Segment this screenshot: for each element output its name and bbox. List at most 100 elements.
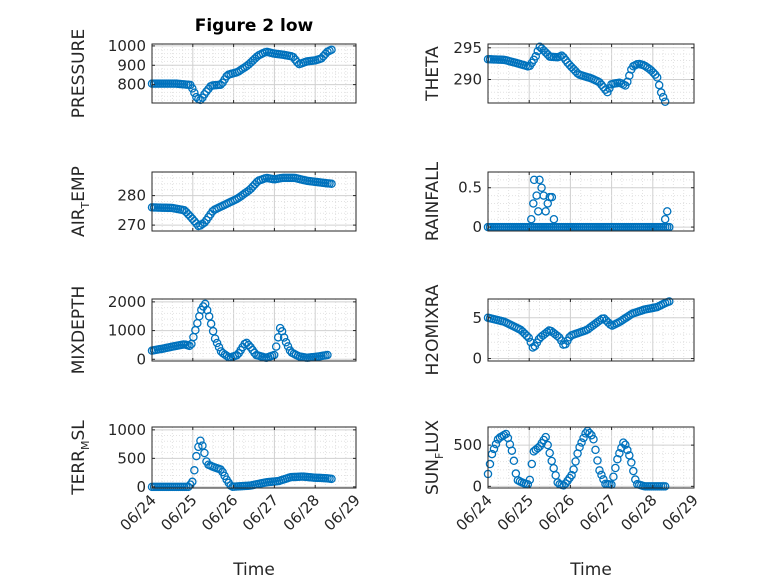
figure-title: Figure 2 low	[195, 16, 314, 36]
data-series	[147, 173, 336, 231]
y-axis-label: AIRTEMP	[69, 166, 92, 237]
y-tick-label: 290	[453, 71, 482, 89]
data-series	[147, 436, 336, 492]
data-point	[595, 466, 604, 475]
data-point	[200, 218, 209, 227]
data-point	[660, 214, 670, 224]
y-tick-label: 5	[472, 309, 482, 327]
axes-box	[487, 171, 695, 232]
data-point	[214, 342, 224, 352]
x-tick-label: 06/25	[494, 491, 537, 534]
y-tick-label: 0	[472, 218, 482, 236]
x-tick-label: 06/28	[617, 491, 660, 534]
x-tick-label: 06/28	[280, 491, 323, 534]
data-point	[489, 444, 499, 454]
axes-box	[151, 171, 357, 232]
y-tick-label: 1000	[108, 421, 146, 439]
data-point	[525, 475, 535, 485]
data-point	[281, 337, 291, 347]
data-point	[541, 432, 550, 442]
data-point	[200, 448, 209, 458]
data-point	[524, 333, 533, 342]
y-tick-label: 800	[117, 76, 146, 94]
data-point	[660, 482, 670, 491]
data-point	[631, 475, 640, 484]
data-point	[327, 474, 336, 484]
data-series	[483, 42, 670, 106]
x-axis-label: Time	[232, 560, 275, 580]
x-tick-label: 06/26	[535, 491, 578, 534]
data-point	[327, 45, 336, 55]
data-point	[545, 448, 554, 458]
data-point	[273, 333, 283, 342]
data-point	[222, 351, 232, 361]
data-point	[188, 84, 197, 93]
x-tick-label: 06/29	[659, 491, 702, 534]
data-point	[591, 445, 600, 455]
data-point	[539, 191, 548, 200]
data-point	[212, 338, 222, 348]
data-point	[216, 465, 225, 474]
y-axis-label: TERRMSL	[69, 420, 92, 496]
y-axis-label: RAINFALL	[423, 161, 443, 241]
subplot-h2omixra: 0 5 H2OMIXRA	[423, 284, 695, 376]
data-point	[206, 319, 216, 329]
y-axis-label: PRESSURE	[69, 29, 89, 118]
data-point	[292, 57, 302, 67]
data-point	[196, 436, 205, 445]
data-point	[656, 88, 666, 97]
axes-box	[487, 426, 695, 489]
x-tick-label: 06/24	[117, 491, 160, 534]
data-point	[208, 326, 218, 336]
axes-box	[151, 426, 357, 489]
data-point	[585, 428, 594, 438]
data-point	[190, 466, 199, 475]
data-point	[327, 179, 336, 189]
y-tick-label: 0	[136, 478, 146, 496]
subplot-theta: 290 295 THETA	[423, 39, 695, 106]
data-point	[619, 438, 628, 447]
data-point	[529, 175, 539, 185]
axes-box	[487, 298, 695, 362]
data-point	[204, 312, 214, 321]
data-point	[623, 445, 632, 455]
data-point	[575, 442, 584, 452]
data-point	[547, 192, 557, 202]
data-point	[579, 433, 588, 443]
data-point	[192, 451, 201, 461]
data-point	[654, 80, 664, 90]
y-tick-label: 0.5	[458, 179, 482, 197]
data-point	[323, 350, 332, 360]
y-tick-label: 280	[117, 187, 146, 205]
data-point	[569, 465, 578, 474]
data-point	[609, 472, 618, 482]
data-point	[658, 92, 668, 102]
x-axis-label: Time	[569, 560, 612, 580]
data-point	[595, 315, 605, 325]
y-tick-label: 1000	[108, 322, 146, 340]
y-tick-label: 270	[117, 216, 146, 234]
subplot-air: 270 280 AIRTEMP	[69, 166, 357, 237]
subplot-mixdepth: 0 1000 2000 MIXDEPTH	[69, 286, 357, 374]
data-point	[527, 214, 536, 224]
data-point	[507, 446, 517, 455]
data-point	[527, 459, 537, 469]
data-point	[185, 341, 194, 351]
data-point	[288, 52, 298, 62]
axes-box	[151, 43, 357, 104]
x-tick-label: 06/26	[198, 491, 241, 534]
y-tick-label: 2000	[108, 293, 146, 311]
data-point	[210, 334, 220, 343]
data-point	[542, 327, 552, 337]
data-point	[279, 333, 289, 342]
data-point	[531, 52, 541, 61]
axes-box	[151, 298, 357, 362]
data-point	[543, 440, 552, 450]
data-point	[611, 463, 620, 473]
data-point	[271, 342, 281, 351]
x-tick-label: 06/25	[157, 491, 200, 534]
y-tick-label: 500	[453, 436, 482, 454]
